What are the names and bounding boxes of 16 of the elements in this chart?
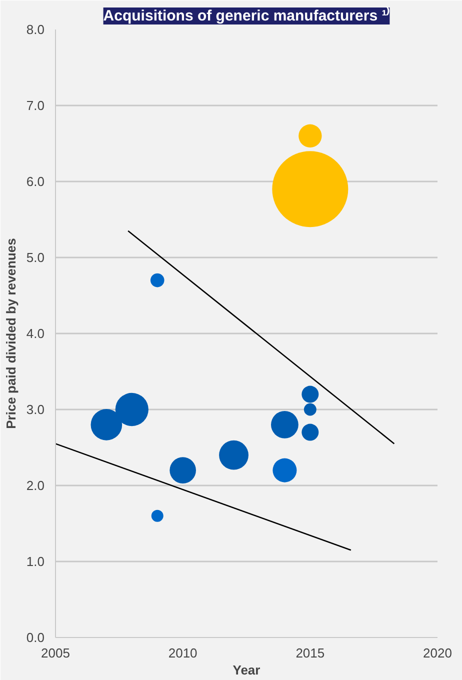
y-tick-label: 7.0 <box>26 98 45 113</box>
chart-title: Acquisitions of generic manufacturers ¹⁾ <box>103 6 390 24</box>
y-axis-title: Price paid divided by revenues <box>3 238 18 429</box>
x-tick-label: 2005 <box>41 646 70 660</box>
x-axis-title: Year <box>232 662 260 678</box>
y-tick-label: 8.0 <box>26 22 45 37</box>
y-tick-label: 3.0 <box>26 402 45 417</box>
y-tick-label: 5.0 <box>26 250 45 265</box>
x-tick-label: 2015 <box>296 646 325 660</box>
x-tick-label: 2010 <box>168 646 198 660</box>
y-tick-label: 4.0 <box>26 326 45 341</box>
y-tick-label: 2.0 <box>26 478 45 493</box>
x-tick-label: 2020 <box>423 646 452 660</box>
y-tick-label: 6.0 <box>26 174 45 189</box>
y-tick-label: 0.0 <box>26 630 45 645</box>
y-tick-label: 1.0 <box>26 554 45 569</box>
